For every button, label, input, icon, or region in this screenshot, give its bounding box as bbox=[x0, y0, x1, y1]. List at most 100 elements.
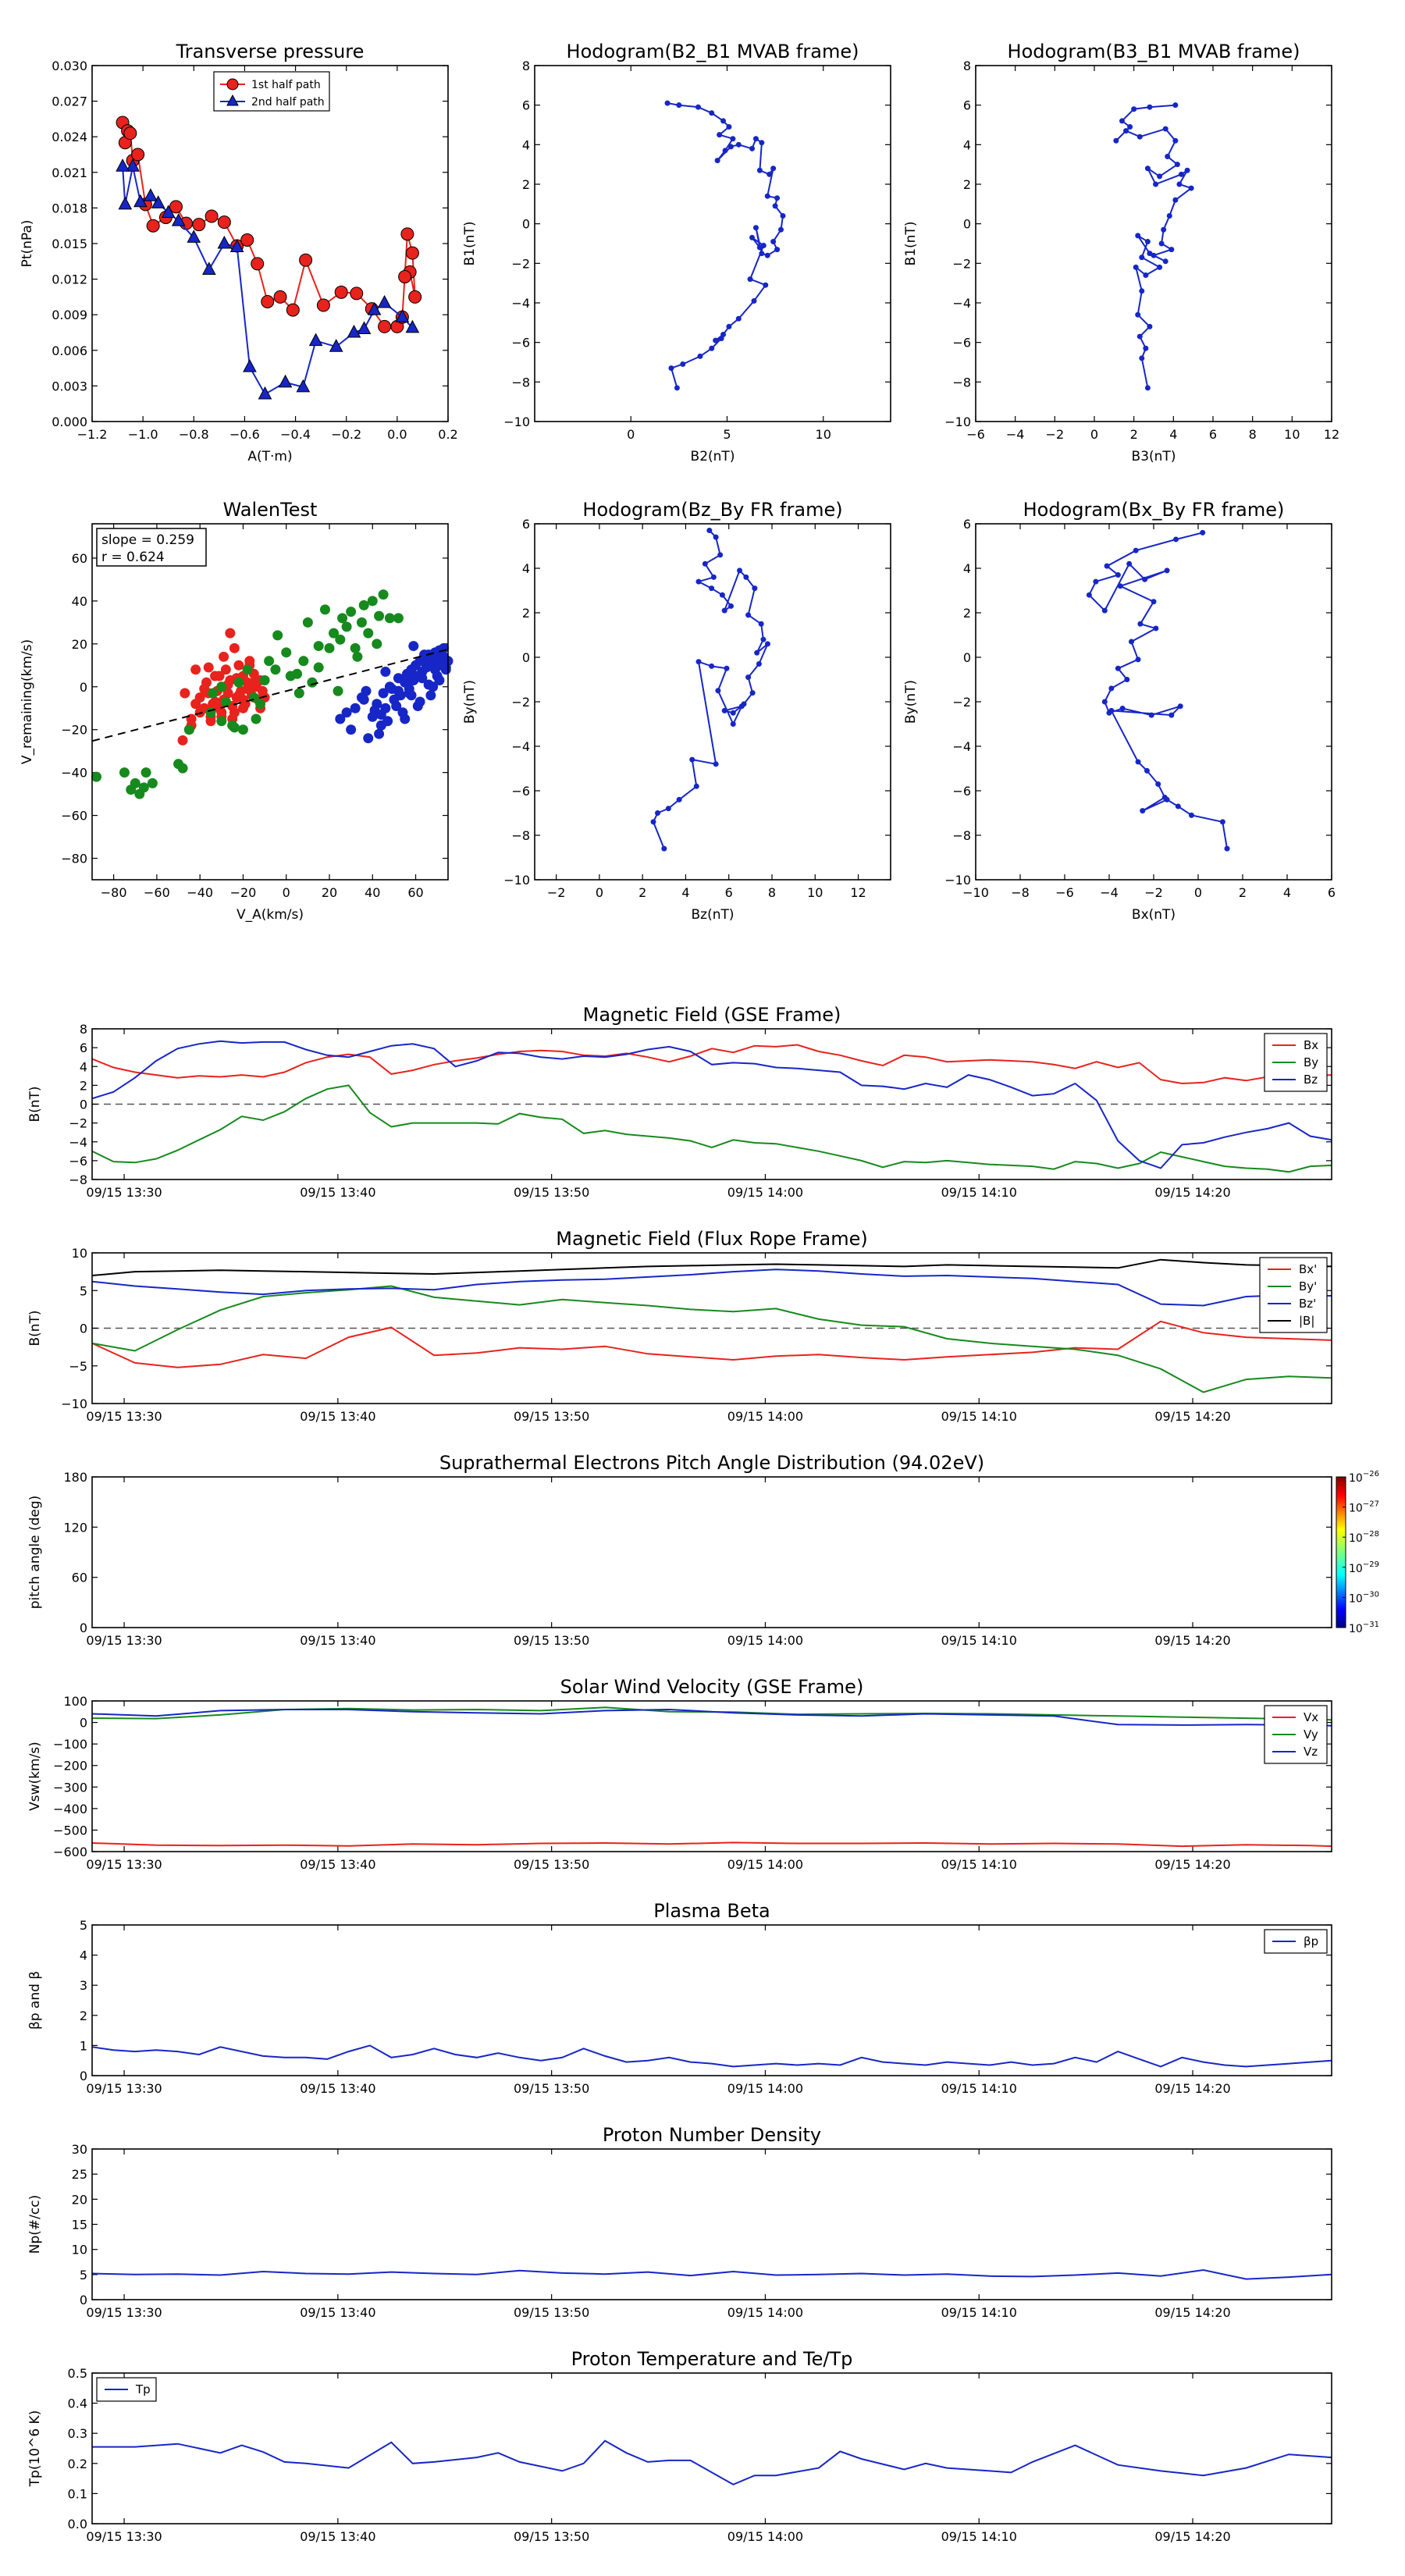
data-point bbox=[1174, 162, 1180, 168]
scatter-point-blue bbox=[425, 690, 436, 701]
data-point bbox=[1136, 333, 1143, 340]
data-point bbox=[756, 167, 763, 173]
time-tick-label: 09/15 13:50 bbox=[514, 1409, 589, 1424]
panel-temperature: Proton Temperature and Te/Tp 0.0 0.1 0.2 0.3… bbox=[27, 2348, 1332, 2544]
scatter-point-blue bbox=[341, 707, 352, 718]
scatter-point-red bbox=[199, 684, 210, 695]
series-line-bx- bbox=[92, 1320, 1332, 1368]
time-tick-label: 09/15 13:30 bbox=[86, 1633, 162, 1648]
x-tick-label: 5 bbox=[723, 427, 731, 442]
x-tick-label: 40 bbox=[365, 885, 380, 900]
y-tick-label: −8 bbox=[511, 375, 530, 390]
data-point bbox=[1168, 247, 1175, 253]
data-point bbox=[334, 285, 348, 299]
colorbar bbox=[1336, 1476, 1346, 1628]
scatter-point-green bbox=[302, 617, 313, 628]
data-point bbox=[676, 102, 682, 109]
scatter-point-green bbox=[337, 613, 348, 624]
scatter-point-green bbox=[220, 696, 231, 707]
chart-title: Plasma Beta bbox=[653, 1900, 770, 1922]
time-tick-label: 09/15 13:30 bbox=[86, 1409, 162, 1424]
y-tick-label: −6 bbox=[952, 784, 971, 799]
scatter-point-red bbox=[242, 684, 253, 695]
y-axis-label: B1(nT) bbox=[462, 222, 478, 266]
data-point bbox=[1153, 181, 1159, 187]
regression-fit-line bbox=[92, 648, 448, 742]
data-point bbox=[1153, 625, 1159, 632]
colorbar-base: 10 bbox=[1349, 1532, 1363, 1545]
scatter-point-blue bbox=[380, 667, 391, 678]
series-line-bx bbox=[92, 1044, 1332, 1085]
data-point bbox=[743, 574, 749, 580]
data-point bbox=[1147, 251, 1153, 257]
data-point bbox=[772, 203, 778, 209]
data-point bbox=[171, 213, 186, 226]
x-tick-label: −10 bbox=[962, 885, 989, 900]
y-tick-label: −500 bbox=[53, 1823, 87, 1838]
data-point bbox=[702, 560, 708, 567]
data-point bbox=[1126, 560, 1133, 567]
data-point bbox=[1200, 529, 1206, 535]
data-point bbox=[377, 294, 392, 308]
data-point bbox=[680, 361, 686, 368]
data-point bbox=[754, 649, 760, 656]
scatter-point-green bbox=[147, 777, 158, 788]
time-tick-label: 09/15 13:40 bbox=[300, 2081, 375, 2096]
data-point bbox=[738, 703, 745, 710]
data-point bbox=[1144, 238, 1151, 244]
time-tick-label: 09/15 13:50 bbox=[514, 2529, 589, 2544]
data-point bbox=[1166, 213, 1172, 219]
data-point bbox=[721, 707, 727, 713]
y-tick-label: −6 bbox=[511, 336, 530, 350]
scatter-point-green bbox=[130, 777, 140, 788]
y-axis-label: B(nT) bbox=[27, 1310, 43, 1346]
data-point bbox=[1157, 264, 1163, 270]
y-tick-label: 0.024 bbox=[52, 130, 87, 144]
y-tick-label: 4 bbox=[963, 137, 971, 152]
y-tick-label: 2 bbox=[522, 177, 530, 192]
scatter-point-green bbox=[341, 621, 352, 632]
data-point bbox=[308, 333, 323, 347]
y-tick-label: 0.003 bbox=[52, 379, 87, 393]
scatter-point-blue bbox=[374, 728, 385, 739]
annotation-box bbox=[96, 528, 207, 567]
y-tick-label: 0 bbox=[522, 650, 530, 665]
scatter-point-blue bbox=[391, 700, 402, 711]
data-point bbox=[205, 209, 219, 223]
y-tick-label: 0 bbox=[80, 680, 87, 695]
data-point bbox=[258, 386, 272, 400]
time-tick-label: 09/15 14:20 bbox=[1154, 1409, 1230, 1424]
scatter-point-red bbox=[225, 628, 236, 639]
data-point bbox=[1164, 568, 1170, 574]
data-point bbox=[668, 365, 674, 372]
data-point bbox=[718, 336, 724, 342]
y-tick-label: −10 bbox=[944, 415, 971, 429]
data-point bbox=[123, 126, 137, 141]
scatter-point-red bbox=[203, 662, 214, 673]
y-tick-label: 60 bbox=[72, 551, 87, 566]
scatter-point-blue bbox=[358, 694, 369, 705]
panel-walen: WalenTest −80 −60 −40 −20 0 20 40 60 −80 −60 −40 −20… bbox=[20, 499, 454, 923]
scatter-point-green bbox=[138, 782, 149, 793]
scatter-point-green bbox=[251, 713, 261, 724]
y-tick-label: −4 bbox=[511, 739, 530, 754]
x-tick-label: −0.6 bbox=[229, 427, 260, 442]
scatter-point-blue bbox=[440, 662, 451, 673]
y-tick-label: 0.030 bbox=[52, 59, 87, 73]
scatter-point-red bbox=[177, 735, 188, 745]
scatter-point-green bbox=[352, 651, 363, 662]
data-point bbox=[1143, 272, 1149, 279]
y-tick-label: 0 bbox=[963, 217, 971, 232]
x-axis-label: B2(nT) bbox=[691, 449, 735, 464]
plot-frame bbox=[91, 2148, 1332, 2300]
scatter-point-green bbox=[216, 681, 227, 692]
panel-beta: Plasma Beta 0 1 2 3 4 5 09/15 13:30 09/15 13:40 0… bbox=[27, 1900, 1332, 2096]
y-tick-label: −10 bbox=[503, 415, 530, 429]
colorbar-tick-label: 10−27 bbox=[1349, 1500, 1379, 1515]
y-tick-label: 0.027 bbox=[52, 94, 87, 109]
data-point bbox=[251, 257, 265, 271]
scatter-point-blue bbox=[421, 660, 432, 671]
data-point bbox=[1161, 226, 1167, 233]
scatter-point-blue bbox=[419, 649, 430, 660]
data-point bbox=[261, 294, 275, 308]
